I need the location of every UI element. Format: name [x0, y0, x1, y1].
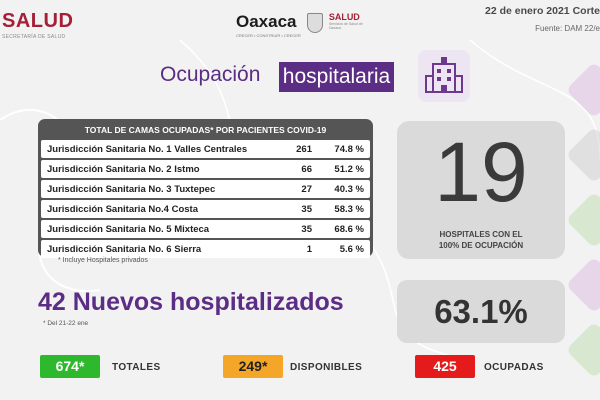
table-footnote: * Incluye Hospitales privados [58, 257, 148, 264]
jurisdiction-name: Jurisdicción Sanitaria No.4 Costa [47, 203, 198, 215]
bed-count: 1 [306, 243, 312, 255]
occupancy-percent-card: 63.1% [397, 280, 565, 343]
total-beds-badge: 674* [40, 355, 100, 378]
bed-count: 35 [301, 203, 312, 215]
oaxaca-logo-group: Oaxaca CRECER • CONSTRUIR • CRECER SALUD… [236, 12, 363, 38]
oaxaca-logo-text: Oaxaca [236, 12, 297, 31]
available-beds-badge: 249* [223, 355, 283, 378]
data-source: Fuente: DAM 22/e [535, 24, 600, 33]
hospital-building-icon [418, 50, 470, 102]
hospitals-full-count: 19 [434, 125, 528, 219]
jurisdiction-name: Jurisdicción Sanitaria No. 6 Sierra [47, 243, 202, 255]
page-title-part1: Ocupación [160, 63, 261, 86]
oaxaca-logo-subtitle: CRECER • CONSTRUIR • CRECER [236, 33, 301, 38]
salud-mini-logo-subtitle: Servicios de Salud de Oaxaca [328, 22, 363, 31]
bed-count: 27 [301, 183, 312, 195]
occupied-beds-badge: 425 [415, 355, 475, 378]
table-row: Jurisdicción Sanitaria No. 6 Sierra 1 5.… [41, 240, 370, 258]
occupancy-percent: 40.3 % [334, 183, 364, 195]
report-date: 22 de enero 2021 Corte [485, 5, 600, 17]
jurisdiction-name: Jurisdicción Sanitaria No. 1 Valles Cent… [47, 143, 248, 155]
occupancy-percent: 58.3 % [334, 203, 364, 215]
occupancy-percent: 74.8 % [334, 143, 364, 155]
salud-logo-subtitle: SECRETARÍA DE SALUD [2, 34, 66, 40]
table-row: Jurisdicción Sanitaria No. 3 Tuxtepec 27… [41, 180, 370, 198]
page-title-part2: hospitalaria [279, 62, 394, 92]
total-beds-label: TOTALES [112, 362, 161, 373]
hospitals-full-caption: HOSPITALES CON EL 100% DE OCUPACIÓN [397, 229, 565, 251]
bed-count: 261 [296, 143, 312, 155]
jurisdiction-name: Jurisdicción Sanitaria No. 3 Tuxtepec [47, 183, 216, 195]
table-row: Jurisdicción Sanitaria No. 1 Valles Cent… [41, 140, 370, 158]
oaxaca-logo: Oaxaca CRECER • CONSTRUIR • CRECER [236, 12, 301, 38]
table-header: TOTAL DE CAMAS OCUPADAS* POR PACIENTES C… [84, 125, 327, 135]
bed-count: 35 [301, 223, 312, 235]
occupancy-percent: 5.6 % [339, 243, 364, 255]
salud-mini-logo: SALUD Servicios de Salud de Oaxaca [329, 12, 363, 30]
occupied-beds-label: OCUPADAS [484, 362, 544, 373]
salud-logo: SALUD SECRETARÍA DE SALUD [2, 10, 73, 40]
available-beds-label: DISPONIBLES [290, 362, 363, 373]
hospitals-full-caption-line2: 100% DE OCUPACIÓN [438, 241, 524, 250]
salud-mini-logo-text: SALUD [328, 12, 360, 22]
hospitals-full-card: 19 HOSPITALES CON EL 100% DE OCUPACIÓN [397, 121, 565, 259]
salud-logo-text: SALUD [2, 10, 74, 32]
new-hospitalized-subtitle: * Del 21-22 ene [43, 320, 89, 327]
table-row: Jurisdicción Sanitaria No.4 Costa 35 58.… [41, 200, 370, 218]
occupancy-percent: 68.6 % [334, 223, 364, 235]
jurisdiction-name: Jurisdicción Sanitaria No. 5 Mixteca [47, 223, 210, 235]
table-row: Jurisdicción Sanitaria No. 2 Istmo 66 51… [41, 160, 370, 178]
table-row: Jurisdicción Sanitaria No. 5 Mixteca 35 … [41, 220, 370, 238]
occupancy-percent: 51.2 % [334, 163, 364, 175]
shield-icon [306, 13, 323, 33]
occupied-beds-table: TOTAL DE CAMAS OCUPADAS* POR PACIENTES C… [38, 119, 373, 258]
bed-count: 66 [301, 163, 312, 175]
new-hospitalized-title: 42 Nuevos hospitalizados [38, 288, 344, 316]
jurisdiction-name: Jurisdicción Sanitaria No. 2 Istmo [47, 163, 200, 175]
hospitals-full-caption-line1: HOSPITALES CON EL [439, 230, 523, 239]
